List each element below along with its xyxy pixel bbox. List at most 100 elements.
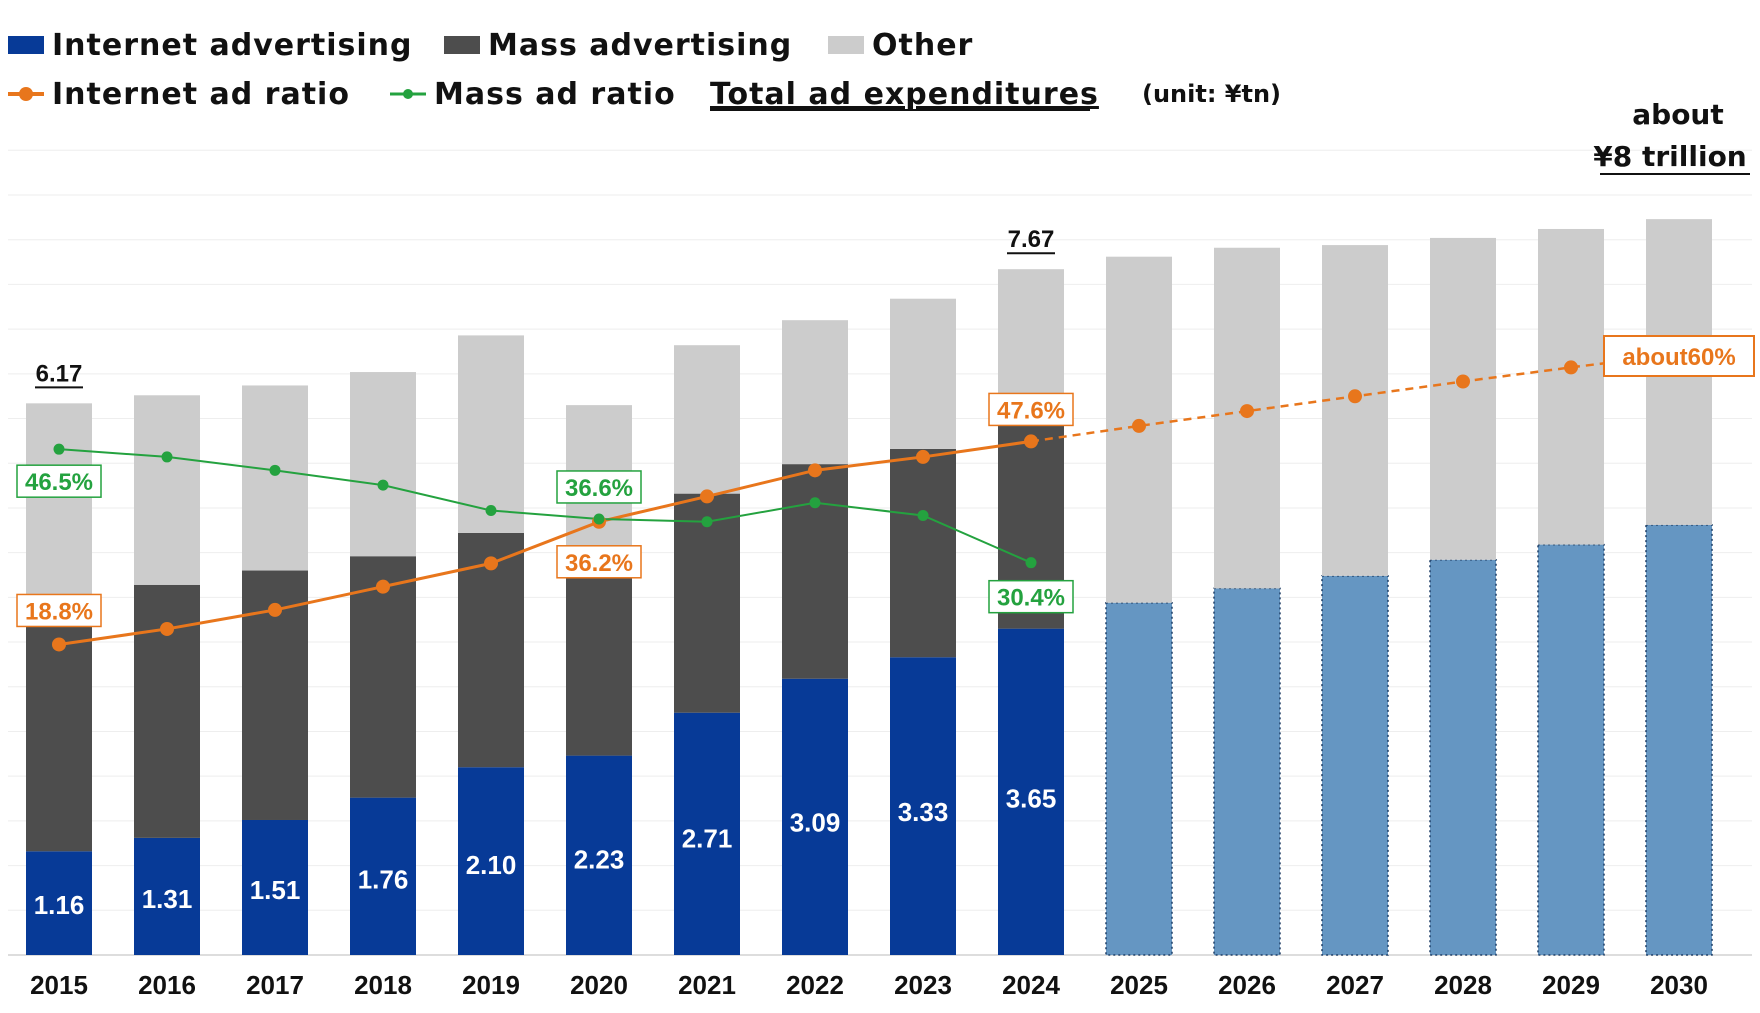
bar-internet-2026: [1213, 587, 1281, 956]
ratio-label-box-mass-2020: [556, 470, 642, 504]
bar-value-internet-2023: 3.33: [898, 797, 949, 827]
bar-other-2019: [458, 335, 524, 533]
bar-internet-2027: [1321, 575, 1389, 956]
point-internet-ratio-2022: [808, 463, 822, 478]
bar-value-internet-2016: 1.31: [142, 884, 193, 914]
forecast-ratio-annotation: about60%: [1603, 335, 1755, 377]
legend-swatch-mass: [444, 36, 480, 54]
x-tick-label-2024: 2024: [1002, 970, 1060, 1000]
bar-internet-2029: [1537, 543, 1605, 956]
x-tick-label-2026: 2026: [1218, 970, 1276, 1000]
ratio-lines: [52, 347, 1686, 652]
point-internet-ratio-2016: [160, 621, 174, 636]
x-tick-label-2019: 2019: [462, 970, 520, 1000]
bar-internet-2024: [998, 628, 1064, 955]
point-internet-ratio-2015: [52, 637, 66, 652]
point-mass-ratio-2019: [485, 505, 497, 517]
point-internet-ratio-2021: [700, 489, 714, 504]
bar-internet-2020: [566, 755, 632, 955]
bar-internet-2019: [458, 767, 524, 955]
total-label-2024: 7.67: [1008, 226, 1055, 253]
bar-other-2016: [134, 395, 200, 585]
x-tick-label-2027: 2027: [1326, 970, 1384, 1000]
legend-item-internet: Internet advertising: [8, 28, 413, 63]
bar-mass-2020: [566, 554, 632, 756]
legend-item-mass: Mass advertising: [444, 28, 792, 63]
point-mass-ratio-2023: [917, 509, 929, 521]
bar-value-internet-2018: 1.76: [358, 864, 409, 894]
bar-value-internet-2017: 1.51: [250, 875, 301, 905]
bar-other-2029: [1538, 228, 1604, 545]
forecast-total-line2: ¥8 trillion: [1593, 140, 1746, 173]
point-internet-ratio-2029: [1564, 360, 1578, 375]
bar-value-internet-2022: 3.09: [790, 807, 841, 837]
bar-internet-2022: [782, 678, 848, 955]
x-axis: 2015 2016 2017 2018 2019 2020 2021 2022 2023 2024…: [30, 970, 1708, 1000]
bar-mass-2015: [26, 597, 92, 852]
bar-value-internet-2020: 2.23: [574, 844, 625, 874]
point-internet-ratio-2028: [1456, 374, 1470, 389]
point-internet-ratio-2017: [268, 602, 282, 617]
ratio-label-box-mass-2015: [16, 464, 102, 498]
point-mass-ratio-2017: [269, 464, 281, 476]
bar-internet-2018: [350, 797, 416, 955]
legend-swatch-internet: [8, 36, 44, 54]
point-internet-ratio-2027: [1348, 389, 1362, 404]
bar-other-2022: [782, 320, 848, 465]
bar-value-internet-2024: 3.65: [1006, 783, 1057, 813]
bar-internet-2030: [1645, 524, 1713, 956]
point-internet-ratio-2019: [484, 556, 498, 571]
ratio-label-mass-2015: 46.5%: [25, 469, 93, 496]
ratio-label-box-internet-2020: [556, 545, 642, 579]
x-tick-label-2021: 2021: [678, 970, 736, 1000]
legend-label-mass-ratio: Mass ad ratio: [434, 77, 676, 112]
x-tick-label-2028: 2028: [1434, 970, 1492, 1000]
point-internet-ratio-2023: [916, 449, 930, 464]
forecast-total-line1: about: [1632, 98, 1724, 131]
x-tick-label-2018: 2018: [354, 970, 412, 1000]
ratio-label-mass-2020: 36.6%: [565, 475, 633, 502]
bar-internet-2017: [242, 819, 308, 955]
legend-label-mass: Mass advertising: [488, 28, 792, 63]
point-internet-ratio-2024: [1024, 434, 1038, 449]
forecast-total-annotation: about ¥8 trillion: [1593, 98, 1750, 175]
point-internet-ratio-2018: [376, 579, 390, 594]
bar-mass-2018: [350, 556, 416, 798]
total-label-2015: 6.17: [36, 360, 83, 387]
bar-internet-2021: [674, 712, 740, 955]
bar-value-labels: 1.16 1.31 1.51 1.76 2.10 2.23 2.71 3.09 3.33 3.65: [34, 783, 1057, 920]
bar-value-internet-2015: 1.16: [34, 890, 85, 920]
legend-item-internet-ratio: Internet ad ratio: [8, 77, 350, 112]
point-mass-ratio-2016: [161, 451, 173, 463]
total-labels: 6.17 7.67: [35, 226, 1055, 389]
x-tick-label-2015: 2015: [30, 970, 88, 1000]
bar-other-2021: [674, 345, 740, 494]
unit-label: (unit: ¥tn): [1142, 80, 1281, 108]
legend-item-mass-ratio: Mass ad ratio: [390, 77, 676, 112]
point-mass-ratio-2022: [809, 497, 821, 509]
legend-item-other: Other: [828, 28, 973, 63]
bar-other-2028: [1430, 237, 1496, 560]
point-mass-ratio-2024: [1025, 557, 1037, 569]
ratio-label-mass-2024: 30.4%: [997, 585, 1065, 612]
bar-other-2015: [26, 403, 92, 598]
point-mass-ratio-2015: [53, 443, 65, 455]
legend-marker-internet-ratio: [19, 87, 33, 101]
x-tick-label-2023: 2023: [894, 970, 952, 1000]
legend-label-internet: Internet advertising: [52, 28, 413, 63]
bar-mass-2021: [674, 493, 740, 713]
x-tick-label-2022: 2022: [786, 970, 844, 1000]
legend-label-internet-ratio: Internet ad ratio: [52, 77, 350, 112]
x-tick-label-2029: 2029: [1542, 970, 1600, 1000]
ratio-label-box-internet-2024: [988, 392, 1074, 427]
point-internet-ratio-2026: [1240, 404, 1254, 419]
bar-other-2018: [350, 372, 416, 557]
ratio-label-box-mass-2024: [988, 579, 1074, 614]
bar-value-internet-2019: 2.10: [466, 850, 517, 880]
ratio-point-labels: 18.8% 36.2% 47.6% 46.5% 36.6% 30.4%: [16, 392, 1074, 628]
ratio-label-box-internet-2015: [16, 593, 102, 628]
legend-label-other: Other: [872, 28, 973, 63]
bar-other-2027: [1322, 245, 1388, 576]
line-internet-ratio: [58, 439, 1032, 646]
